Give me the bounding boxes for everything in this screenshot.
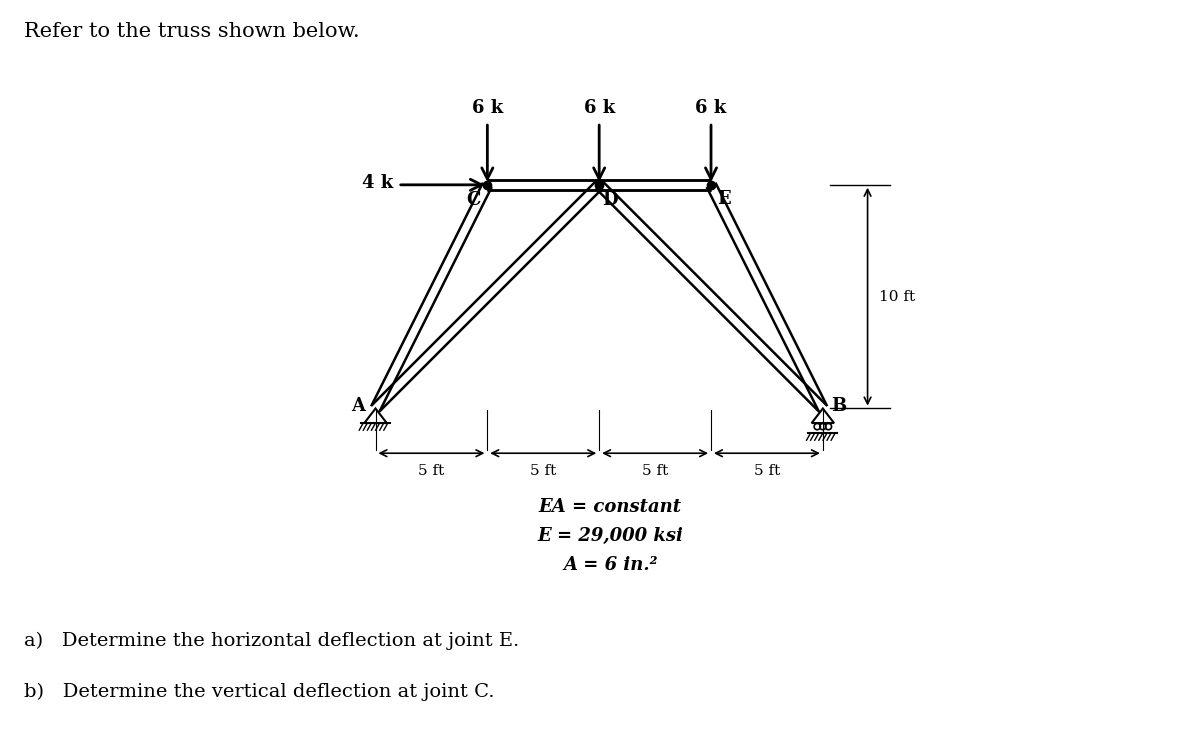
Text: 5 ft: 5 ft [642,464,668,478]
Text: A: A [350,397,365,415]
Text: D: D [602,191,618,210]
Text: 5 ft: 5 ft [530,464,557,478]
Text: E: E [718,191,731,208]
Text: 10 ft: 10 ft [878,290,914,304]
Text: A = 6 in.²: A = 6 in.² [563,556,658,574]
Text: 5 ft: 5 ft [754,464,780,478]
Text: B: B [830,397,846,415]
Text: a)   Determine the horizontal deflection at joint E.: a) Determine the horizontal deflection a… [24,631,520,650]
Text: 6 k: 6 k [695,99,727,117]
Text: 5 ft: 5 ft [419,464,444,478]
Text: EA = constant: EA = constant [539,498,682,516]
Text: 6 k: 6 k [583,99,614,117]
Text: E = 29,000 ksi: E = 29,000 ksi [538,527,683,545]
Text: b)   Determine the vertical deflection at joint C.: b) Determine the vertical deflection at … [24,683,494,701]
Text: 6 k: 6 k [472,99,503,117]
Text: 4 k: 4 k [362,174,394,191]
Text: C: C [467,191,481,210]
Text: Refer to the truss shown below.: Refer to the truss shown below. [24,22,360,41]
